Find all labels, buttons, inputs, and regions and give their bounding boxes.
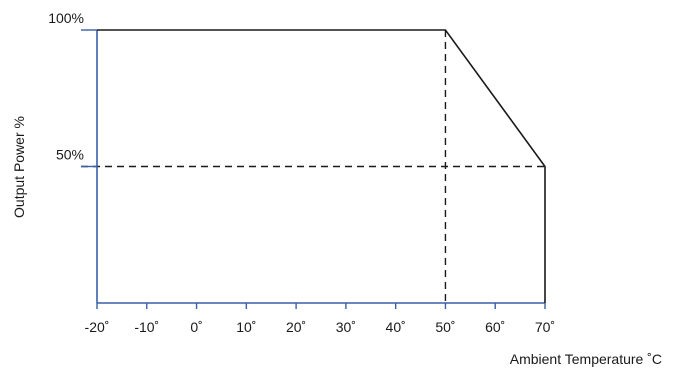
derating-curve [97,29,546,303]
x-axis-title: Ambient Temperature ˚C [510,351,662,367]
x-tick-label: 40˚ [386,319,406,335]
x-tick-label: 60˚ [485,319,505,335]
y-tick-label: 50% [56,147,84,163]
x-tick-label: 50˚ [435,319,455,335]
x-tick-label: 0˚ [190,319,202,335]
reference-lines [81,30,545,303]
x-tick-label: 70˚ [535,319,555,335]
x-tick-label: 10˚ [236,319,256,335]
y-ticks: 50% 100% [48,10,97,168]
x-tick-label: 20˚ [286,319,306,335]
y-tick-label: 100% [48,10,84,26]
x-tick-label: -20˚ [85,319,110,335]
x-tick-label: 30˚ [336,319,356,335]
y-axis-title: Output Power % [11,116,27,218]
series-group [97,29,546,303]
x-tick-label: -10˚ [134,319,159,335]
x-ticks: -20˚ -10˚ 0˚ 10˚ 20˚ 30˚ 40˚ 50˚ 60˚ 70˚ [85,303,555,335]
